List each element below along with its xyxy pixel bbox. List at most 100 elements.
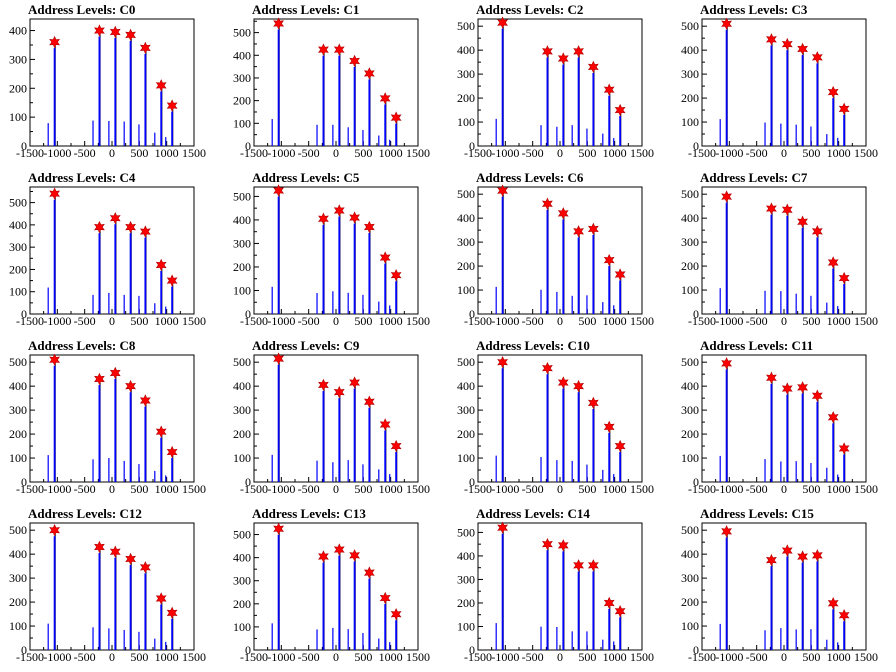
histogram-bar — [368, 407, 371, 482]
peak-marker — [139, 225, 151, 238]
histogram-bar — [501, 196, 504, 314]
histogram-bar — [832, 423, 835, 482]
peak-marker — [333, 204, 345, 217]
histogram-bar — [347, 629, 349, 650]
histogram-bar — [171, 618, 174, 650]
histogram-bar — [144, 573, 147, 650]
y-tick-label: 300 — [233, 403, 251, 417]
histogram-bar — [546, 550, 549, 650]
y-tick-label: 400 — [681, 379, 699, 393]
peak-marker — [139, 41, 151, 55]
peak-marker — [587, 396, 599, 410]
y-tick-label: 100 — [681, 619, 699, 633]
y-tick-label: 300 — [233, 574, 251, 588]
y-tick-label: 0 — [469, 475, 475, 489]
peak-marker — [390, 111, 402, 124]
histogram-bar — [271, 454, 273, 482]
peak-marker — [721, 190, 732, 203]
histogram-bar — [316, 293, 318, 314]
peak-marker — [125, 220, 136, 234]
peak-marker — [49, 353, 60, 367]
histogram-bar — [556, 291, 558, 314]
peak-marker — [573, 225, 584, 238]
histogram-bar — [53, 48, 56, 146]
histogram-bar — [362, 464, 364, 482]
chart-svg-5: Address Levels: C5-1500 -1000 -500 0 500 1000… — [233, 170, 430, 328]
peak-marker — [557, 207, 569, 220]
y-tick-label: 400 — [233, 48, 251, 62]
histogram-bar — [770, 383, 773, 482]
peak-marker — [333, 543, 345, 556]
peak-marker — [838, 102, 850, 116]
histogram-bar — [810, 463, 812, 482]
histogram-bar — [725, 369, 728, 482]
histogram-bar — [816, 401, 819, 482]
y-tick-label: 400 — [681, 211, 699, 225]
peak-marker — [827, 597, 839, 610]
peak-marker — [273, 352, 284, 365]
x-tick-label: -500 — [298, 314, 320, 328]
histogram-bar — [810, 126, 812, 146]
histogram-bar — [577, 57, 580, 146]
peak-marker — [587, 559, 599, 572]
histogram-bar — [271, 119, 273, 146]
peak-marker — [139, 394, 151, 407]
histogram-bar — [378, 301, 380, 314]
y-tick-label: 500 — [9, 523, 27, 537]
chart-panel-5: Address Levels: C5 -1500 -1000 -500 0 500 1000… — [224, 168, 448, 336]
histogram-bar — [138, 124, 140, 146]
histogram-bar — [780, 628, 782, 650]
plot-frame — [29, 522, 195, 651]
peak-marker — [349, 211, 360, 224]
chart-panel-4: Address Levels: C4 -1500 -1000 -500 0 500 1000… — [0, 168, 224, 336]
x-tick-label: 0 — [333, 650, 339, 664]
y-tick-label: 400 — [233, 213, 251, 227]
chart-svg-10: Address Levels: C10 -1500 -1000 -500 0 500 100… — [457, 338, 654, 496]
x-tick-label: -500 — [522, 314, 544, 328]
x-tick-label: 1000 — [603, 482, 627, 496]
chart-svg-1: Address Levels: C1-1500 -1000 -500 0 500 1000… — [233, 2, 430, 160]
peak-marker — [781, 203, 793, 216]
peak-marker — [363, 67, 375, 80]
peak-marker — [109, 25, 121, 39]
peak-marker — [603, 83, 615, 96]
x-tick-label: -500 — [298, 482, 320, 496]
x-tick-label: -1500 — [688, 146, 716, 160]
x-tick-label: -1000 — [43, 650, 71, 664]
histogram-bar — [770, 566, 773, 650]
y-tick-label: 500 — [457, 355, 475, 369]
peak-marker — [614, 604, 626, 618]
histogram-bar — [832, 268, 835, 314]
plot-frame — [701, 522, 867, 651]
y-tick-label: 300 — [457, 403, 475, 417]
chart-title: Address Levels: C15 — [700, 506, 814, 521]
y-tick-label: 200 — [681, 595, 699, 609]
chart-panel-14: Address Levels: C14 -1500 -1000 -500 0 500 100… — [448, 504, 672, 672]
histogram-bar — [98, 36, 101, 146]
chart-svg-3: Address Levels: C3-1500 -1000 -500 0 500 1000… — [681, 2, 878, 160]
peak-marker — [379, 251, 391, 264]
peak-marker — [318, 378, 329, 392]
peak-marker — [94, 24, 105, 37]
y-tick-label: 300 — [681, 403, 699, 417]
x-tick-label: -1500 — [240, 314, 268, 328]
chart-title: Address Levels: C12 — [28, 506, 142, 521]
chart-title: Address Levels: C5 — [252, 170, 360, 185]
histogram-bar — [780, 291, 782, 314]
histogram-bar — [160, 604, 163, 650]
histogram-bar — [501, 28, 504, 147]
histogram-bar — [562, 64, 565, 146]
histogram-bar — [843, 114, 846, 146]
histogram-bar — [129, 233, 132, 314]
histogram-bar — [608, 608, 611, 650]
histogram-bar — [495, 118, 497, 146]
peak-marker — [109, 545, 121, 558]
histogram-bar — [353, 561, 356, 650]
histogram-bar — [144, 406, 147, 482]
histogram-bar — [562, 551, 565, 650]
peak-marker — [109, 366, 121, 380]
y-tick-label: 0 — [693, 139, 699, 153]
histogram-bar — [277, 534, 280, 650]
plot-frame — [29, 354, 195, 483]
histogram-bar — [571, 295, 573, 314]
